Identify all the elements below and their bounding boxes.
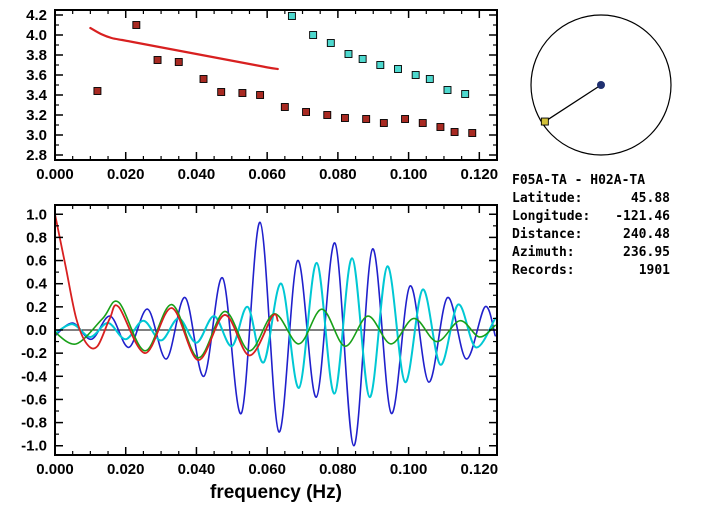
svg-text:4.2: 4.2 bbox=[26, 7, 47, 24]
svg-text:0.040: 0.040 bbox=[178, 166, 216, 183]
svg-text:0.8: 0.8 bbox=[26, 229, 47, 246]
svg-text:3.8: 3.8 bbox=[26, 47, 47, 64]
info-label: Longitude: bbox=[512, 209, 591, 224]
svg-text:4.0: 4.0 bbox=[26, 27, 47, 44]
svg-text:2.8: 2.8 bbox=[26, 147, 47, 164]
svg-text:0.120: 0.120 bbox=[461, 461, 499, 478]
svg-text:1.0: 1.0 bbox=[26, 206, 47, 223]
svg-text:0.100: 0.100 bbox=[390, 166, 428, 183]
waveform-plot: 0.000 0.020 0.040 0.060 0.080 0.100 0.120 -1.0 -… bbox=[21, 204, 499, 503]
svg-text:3.0: 3.0 bbox=[26, 127, 47, 144]
svg-text:0.060: 0.060 bbox=[248, 461, 286, 478]
info-value: 45.88 bbox=[630, 191, 670, 206]
info-label: Azimuth: bbox=[512, 245, 575, 260]
info-value: -121.46 bbox=[615, 209, 670, 224]
info-label: Latitude: bbox=[512, 191, 583, 206]
svg-text:-0.4: -0.4 bbox=[21, 368, 48, 385]
azimuth-circle-diagram bbox=[530, 14, 672, 156]
svg-text:0.6: 0.6 bbox=[26, 253, 47, 270]
info-row-distance: Distance: 240.48 bbox=[512, 226, 670, 244]
info-value: 1901 bbox=[638, 263, 670, 278]
info-value: 236.95 bbox=[623, 245, 670, 260]
svg-text:0.2: 0.2 bbox=[26, 299, 47, 316]
svg-text:0.020: 0.020 bbox=[107, 461, 145, 478]
svg-text:-0.8: -0.8 bbox=[21, 415, 47, 432]
svg-text:0.0: 0.0 bbox=[26, 322, 47, 339]
svg-text:-0.2: -0.2 bbox=[21, 345, 47, 362]
info-value: 240.48 bbox=[623, 227, 670, 242]
dispersion-plot: 0.000 0.020 0.040 0.060 0.080 0.100 0.120 2.8 3.… bbox=[26, 7, 499, 183]
svg-text:3.4: 3.4 bbox=[26, 87, 48, 104]
svg-text:frequency (Hz): frequency (Hz) bbox=[210, 482, 342, 503]
svg-text:0.040: 0.040 bbox=[178, 461, 216, 478]
svg-text:0.000: 0.000 bbox=[36, 461, 74, 478]
svg-text:0.120: 0.120 bbox=[461, 166, 499, 183]
svg-text:0.080: 0.080 bbox=[319, 166, 357, 183]
info-row-records: Records: 1901 bbox=[512, 262, 670, 280]
svg-text:0.080: 0.080 bbox=[319, 461, 357, 478]
info-label: Records: bbox=[512, 263, 575, 278]
svg-text:0.020: 0.020 bbox=[107, 166, 145, 183]
svg-text:-0.6: -0.6 bbox=[21, 391, 47, 408]
svg-text:0.4: 0.4 bbox=[26, 276, 48, 293]
svg-text:3.2: 3.2 bbox=[26, 107, 47, 124]
station-info-panel: F05A-TA - H02A-TA Latitude: 45.88 Longit… bbox=[512, 172, 670, 280]
station-pair-title: F05A-TA - H02A-TA bbox=[512, 173, 646, 188]
svg-text:0.000: 0.000 bbox=[36, 166, 74, 183]
svg-text:-1.0: -1.0 bbox=[21, 438, 47, 455]
svg-text:3.6: 3.6 bbox=[26, 67, 47, 84]
info-row-longitude: Longitude: -121.46 bbox=[512, 208, 670, 226]
info-row-azimuth: Azimuth: 236.95 bbox=[512, 244, 670, 262]
info-label: Distance: bbox=[512, 227, 583, 242]
info-row-latitude: Latitude: 45.88 bbox=[512, 190, 670, 208]
svg-text:0.060: 0.060 bbox=[248, 166, 286, 183]
svg-text:0.100: 0.100 bbox=[390, 461, 428, 478]
